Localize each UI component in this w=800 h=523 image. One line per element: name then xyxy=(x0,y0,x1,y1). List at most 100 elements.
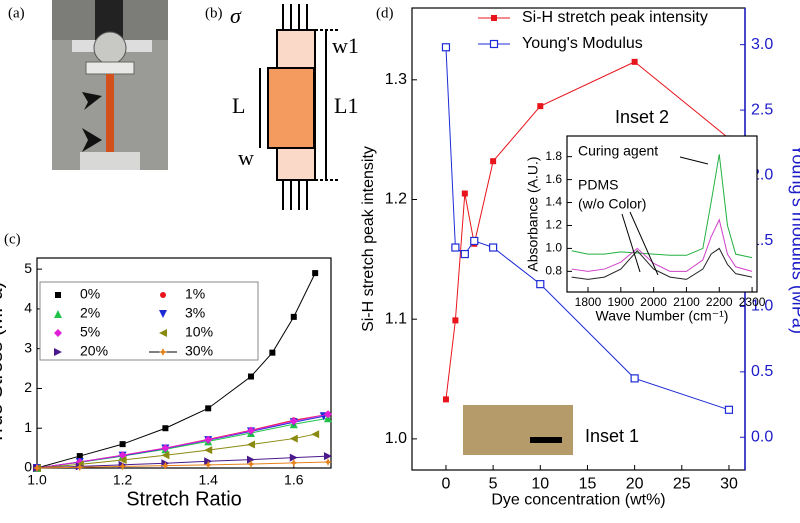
diagram-label: σ xyxy=(230,3,242,28)
marker xyxy=(289,458,298,467)
marker xyxy=(441,43,451,52)
series-line xyxy=(571,247,753,280)
marker xyxy=(161,451,170,460)
marker xyxy=(452,317,459,324)
y2-tick-label: 2.5 xyxy=(751,101,773,118)
legend-marker xyxy=(159,348,167,356)
panel-label: (c) xyxy=(4,231,21,247)
annotation: Curing agent xyxy=(578,143,658,159)
x-tick-label: 1800 xyxy=(575,295,602,309)
marker xyxy=(161,444,170,453)
y-tick-label: 1 xyxy=(24,419,32,435)
diagram-label: L1 xyxy=(334,93,358,118)
inset-title: Inset 2 xyxy=(615,107,669,127)
legend-label: 10% xyxy=(185,324,213,340)
marker xyxy=(119,441,126,448)
legend-label: Young's Modulus xyxy=(522,35,643,52)
clamp-base xyxy=(85,61,135,75)
y2-axis-label: Young's modulus (MPa) xyxy=(788,144,800,334)
sample-strip xyxy=(106,74,114,154)
x-tick-label: 20 xyxy=(626,476,644,493)
y-tick-label: 1.0 xyxy=(545,241,562,255)
micrograph xyxy=(463,405,573,455)
y-tick-label: 1.1 xyxy=(385,310,407,327)
annotation-arrow xyxy=(679,156,709,165)
annotation: PDMS xyxy=(578,177,618,193)
clamp-lower xyxy=(80,152,140,170)
marker xyxy=(33,464,41,472)
series-line xyxy=(36,461,329,469)
legend-label: 3% xyxy=(185,305,205,321)
marker xyxy=(289,453,298,462)
y-tick-label: 0.8 xyxy=(545,264,562,278)
series-line xyxy=(445,61,730,400)
x-tick-label: 10 xyxy=(531,476,549,493)
marker xyxy=(246,440,255,449)
diagram-label: L xyxy=(232,93,245,118)
marker xyxy=(631,58,638,65)
inset-label: Inset 1 xyxy=(585,426,639,446)
legend-marker xyxy=(55,292,61,298)
y-tick-label: 3 xyxy=(24,339,32,355)
y2-tick-label: 3.0 xyxy=(751,36,773,53)
series-line xyxy=(36,433,316,469)
diagram-label: w xyxy=(238,145,254,170)
y-tick-label: 1.2 xyxy=(385,191,407,208)
legend-label: 30% xyxy=(185,343,213,359)
charts: 1.0 1.2 1.4 1.6 0 1 2 3 4 5 Stretch Ratio True Stre… xyxy=(0,7,800,510)
x-tick-label: 1.2 xyxy=(113,471,133,487)
series-line xyxy=(571,218,753,272)
marker xyxy=(490,158,497,165)
y-tick-label: 1.4 xyxy=(545,195,562,209)
x-tick-label: 1.0 xyxy=(27,471,47,487)
marker xyxy=(312,270,319,277)
x-axis-label: Dye concentration (wt%) xyxy=(491,492,665,509)
y-tick-label: 1.0 xyxy=(385,430,407,447)
panel-label: (a) xyxy=(8,5,25,21)
legend-marker xyxy=(159,329,167,337)
marker xyxy=(246,460,255,469)
y2-tick-label: 0.0 xyxy=(751,428,773,445)
marker xyxy=(460,249,469,259)
panel-label: (b) xyxy=(205,5,223,21)
legend-label: 0% xyxy=(80,286,100,302)
marker xyxy=(205,405,212,412)
marker xyxy=(630,374,639,383)
force-arrows xyxy=(259,4,340,210)
panel-label: (d) xyxy=(376,5,394,21)
x-tick-label: 25 xyxy=(673,476,691,493)
marker xyxy=(442,396,449,403)
y-axis-label: Si-H stretch peak intensity xyxy=(360,146,377,332)
arrowhead xyxy=(82,92,102,110)
marker xyxy=(161,461,170,470)
y2-tick-label: 0.5 xyxy=(751,363,773,380)
series-line xyxy=(36,413,329,469)
legend-label: 1% xyxy=(185,286,205,302)
x-tick-label: 1.4 xyxy=(198,471,218,487)
marker xyxy=(204,446,213,455)
diagram-label: w1 xyxy=(332,33,359,58)
x-tick-label: 30 xyxy=(720,476,738,493)
strip-dyed xyxy=(267,67,315,149)
marker xyxy=(246,455,255,464)
marker xyxy=(470,236,479,246)
legend-marker xyxy=(491,15,497,21)
y-tick-label: 1.2 xyxy=(545,218,562,232)
legend-marker xyxy=(54,348,62,356)
legend-marker xyxy=(54,310,62,318)
legend-marker xyxy=(159,310,167,318)
x-tick-label: 0 xyxy=(442,476,451,493)
marker xyxy=(76,453,83,460)
arrowhead xyxy=(82,128,102,152)
legend-box xyxy=(39,281,259,361)
marker xyxy=(724,405,734,414)
annotation-arrow xyxy=(621,213,641,273)
marker xyxy=(162,425,169,432)
marker xyxy=(269,349,276,356)
y-tick-label: 4 xyxy=(24,300,32,316)
legend-label: Si-H stretch peak intensity xyxy=(522,9,708,26)
plot-frame xyxy=(36,257,332,469)
x-tick-label: 1900 xyxy=(607,295,634,309)
